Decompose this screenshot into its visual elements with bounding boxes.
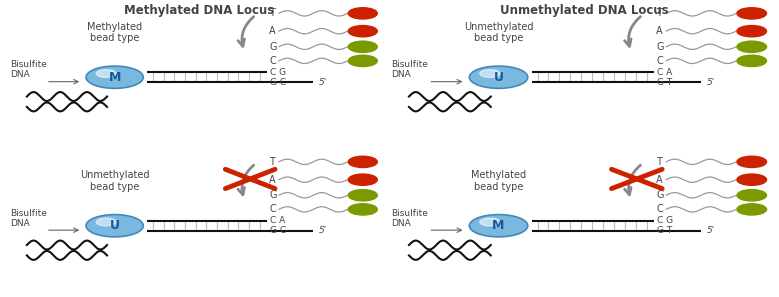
Text: M: M	[492, 219, 505, 232]
Text: G C: G C	[270, 226, 287, 236]
Text: A: A	[656, 175, 663, 185]
Circle shape	[348, 174, 377, 185]
Text: T: T	[656, 8, 662, 18]
Circle shape	[480, 218, 500, 226]
Circle shape	[737, 55, 767, 67]
Circle shape	[737, 189, 767, 201]
Text: A: A	[656, 26, 663, 36]
Circle shape	[469, 214, 528, 237]
Text: A: A	[270, 175, 276, 185]
Text: Methylated
bead type: Methylated bead type	[87, 22, 143, 43]
Text: 5': 5'	[707, 226, 715, 236]
Circle shape	[348, 204, 377, 215]
Text: Bisulfite
DNA: Bisulfite DNA	[391, 208, 428, 228]
Circle shape	[348, 26, 377, 37]
Text: U: U	[494, 71, 503, 84]
Text: G T: G T	[657, 226, 673, 236]
Text: G C: G C	[270, 78, 287, 87]
Text: Bisulfite
DNA: Bisulfite DNA	[9, 60, 47, 80]
Text: T: T	[270, 8, 275, 18]
Text: Unmethylated
bead type: Unmethylated bead type	[80, 170, 150, 192]
Text: M: M	[108, 71, 121, 84]
Circle shape	[97, 69, 116, 78]
Text: Unmethylated DNA Locus: Unmethylated DNA Locus	[500, 4, 668, 18]
Text: G T: G T	[657, 78, 673, 87]
Circle shape	[348, 8, 377, 19]
Circle shape	[737, 204, 767, 215]
Text: Unmethylated
bead type: Unmethylated bead type	[464, 22, 534, 43]
Text: G: G	[656, 42, 664, 52]
Circle shape	[348, 41, 377, 52]
Text: T: T	[270, 157, 275, 167]
Text: G: G	[656, 190, 664, 200]
Circle shape	[86, 66, 143, 89]
Text: Methylated
bead type: Methylated bead type	[471, 170, 526, 192]
Circle shape	[480, 69, 500, 78]
Circle shape	[348, 156, 377, 168]
Text: C: C	[656, 204, 663, 214]
Circle shape	[469, 66, 528, 89]
Circle shape	[97, 218, 116, 226]
Text: 5': 5'	[319, 226, 327, 236]
Circle shape	[737, 156, 767, 168]
Circle shape	[737, 41, 767, 52]
Text: C G: C G	[657, 216, 674, 225]
Text: G: G	[270, 42, 277, 52]
Text: 5': 5'	[707, 78, 715, 87]
Text: C: C	[270, 56, 276, 66]
Circle shape	[737, 8, 767, 19]
Text: T: T	[656, 157, 662, 167]
Text: 5': 5'	[319, 78, 327, 87]
Text: C: C	[656, 56, 663, 66]
Text: Bisulfite
DNA: Bisulfite DNA	[391, 60, 428, 80]
Text: U: U	[110, 219, 120, 232]
Circle shape	[737, 26, 767, 37]
Circle shape	[348, 189, 377, 201]
Text: C: C	[270, 204, 276, 214]
Text: C A: C A	[657, 67, 673, 77]
Text: A: A	[270, 26, 276, 36]
Text: G: G	[270, 190, 277, 200]
Text: Methylated DNA Locus: Methylated DNA Locus	[124, 4, 273, 18]
Text: Bisulfite
DNA: Bisulfite DNA	[9, 208, 47, 228]
Circle shape	[348, 55, 377, 67]
Circle shape	[86, 214, 143, 237]
Text: C A: C A	[270, 216, 286, 225]
Text: C G: C G	[270, 67, 287, 77]
Circle shape	[737, 174, 767, 185]
